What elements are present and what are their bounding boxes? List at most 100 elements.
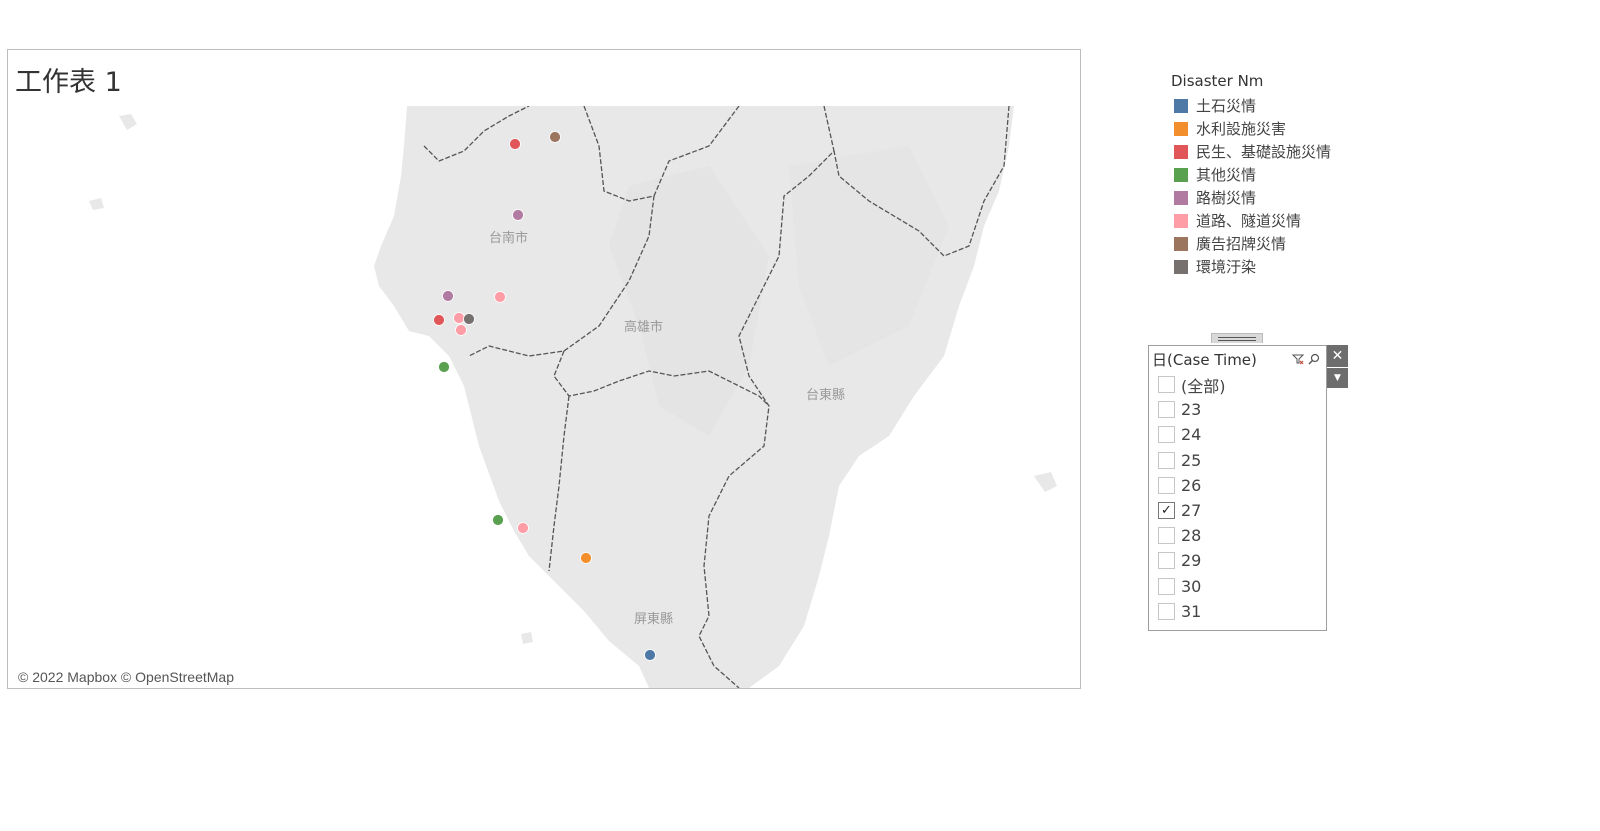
disaster-point[interactable]	[494, 291, 506, 303]
filter-option[interactable]: (全部)	[1149, 372, 1326, 397]
checkbox[interactable]	[1158, 577, 1175, 595]
map-canvas[interactable]: 台南市 高雄市 台東縣 屏東縣	[9, 106, 1080, 688]
legend-label: 其他災情	[1196, 166, 1257, 184]
filter-header-icons	[1292, 353, 1320, 365]
disaster-point[interactable]	[644, 649, 656, 661]
filter-option-label: 26	[1181, 475, 1202, 495]
legend-label: 道路、隧道災情	[1196, 212, 1302, 230]
filter-option[interactable]: 23	[1149, 397, 1326, 422]
legend-swatch	[1174, 121, 1188, 136]
filter-option[interactable]: 28	[1149, 523, 1326, 548]
case-time-filter: 日(Case Time) (全部) 23 24 25 26 ✓ 27 28 29 30 31	[1148, 345, 1327, 631]
island	[89, 198, 104, 210]
boundary-line	[423, 106, 530, 162]
legend-label: 廣告招牌災情	[1196, 235, 1287, 253]
disaster-point[interactable]	[453, 312, 465, 324]
legend-items: 土石災情水利設施災害民生、基礎設施災情 其他災情路樹災情道路、隧道災情 廣告招牌災情…	[1171, 94, 1401, 278]
disaster-point[interactable]	[492, 514, 504, 526]
checkbox[interactable]	[1158, 426, 1175, 444]
place-label-pingtung: 屏東縣	[634, 611, 673, 627]
legend-item[interactable]: 水利設施災害	[1171, 117, 1401, 140]
legend-label: 土石災情	[1196, 97, 1257, 115]
filter-option-label: 30	[1181, 576, 1202, 596]
filter-option[interactable]: 26	[1149, 473, 1326, 498]
disaster-point[interactable]	[517, 522, 529, 534]
legend-swatch	[1174, 167, 1188, 182]
disaster-point[interactable]	[442, 290, 454, 302]
legend-label: 路樹災情	[1196, 189, 1257, 207]
filter-option-label: 23	[1181, 400, 1202, 420]
drag-handle[interactable]	[1211, 333, 1263, 343]
legend-item[interactable]: 路樹災情	[1171, 186, 1401, 209]
island	[1034, 472, 1057, 492]
clear-filter-icon[interactable]	[1292, 353, 1304, 365]
legend-item[interactable]: 其他災情	[1171, 163, 1401, 186]
legend-title: Disaster Nm	[1171, 72, 1264, 90]
disaster-point[interactable]	[438, 361, 450, 373]
legend-swatch	[1174, 213, 1188, 228]
filter-option-label: (全部)	[1181, 376, 1226, 396]
sheet-title: 工作表 1	[15, 67, 122, 98]
legend-label: 民生、基礎設施災情	[1196, 143, 1332, 161]
legend-swatch	[1174, 236, 1188, 251]
island	[521, 632, 533, 644]
legend-item[interactable]: 土石災情	[1171, 94, 1401, 117]
checkbox[interactable]	[1158, 451, 1175, 469]
filter-option-label: 25	[1181, 450, 1202, 470]
disaster-point[interactable]	[512, 209, 524, 221]
disaster-point[interactable]	[509, 138, 521, 150]
dropdown-arrow-icon[interactable]: ▼	[1327, 368, 1348, 388]
disaster-point[interactable]	[455, 324, 467, 336]
boundary-line	[553, 350, 770, 407]
disaster-point[interactable]	[433, 314, 445, 326]
disaster-point[interactable]	[549, 131, 561, 143]
legend-swatch	[1174, 190, 1188, 205]
filter-option-label: 24	[1181, 425, 1202, 445]
checkbox[interactable]	[1158, 527, 1175, 545]
boundary-line	[833, 106, 1010, 257]
legend-item[interactable]: 廣告招牌災情	[1171, 232, 1401, 255]
filter-option-label: 31	[1181, 601, 1202, 621]
worksheet: 工作表 1 台南市	[7, 49, 1081, 689]
checkbox[interactable]: ✓	[1158, 502, 1175, 520]
legend: Disaster Nm 土石災情水利設施災害民生、基礎設施災情 其他災情路樹災情道…	[1171, 72, 1401, 278]
legend-swatch	[1174, 144, 1188, 159]
terrain-shade-2	[789, 146, 949, 366]
filter-option[interactable]: 30	[1149, 574, 1326, 599]
legend-swatch	[1174, 98, 1188, 113]
legend-swatch	[1174, 259, 1188, 274]
map-view[interactable]: 台南市 高雄市 台東縣 屏東縣 © 2022 Mapbox © OpenStre…	[9, 106, 1080, 688]
checkbox[interactable]	[1158, 401, 1175, 419]
checkbox[interactable]	[1158, 602, 1175, 620]
place-label-kaohsiung: 高雄市	[624, 319, 663, 335]
legend-item[interactable]: 民生、基礎設施災情	[1171, 140, 1401, 163]
legend-item[interactable]: 道路、隧道災情	[1171, 209, 1401, 232]
filter-title: 日(Case Time)	[1152, 350, 1257, 369]
disaster-point[interactable]	[580, 552, 592, 564]
checkbox[interactable]	[1158, 552, 1175, 570]
close-icon[interactable]: ✕	[1327, 345, 1348, 367]
map-attribution[interactable]: © 2022 Mapbox © OpenStreetMap	[15, 668, 237, 686]
county-boundaries	[423, 106, 1010, 688]
filter-option-label: 27	[1181, 501, 1202, 521]
legend-item[interactable]: 環境汙染	[1171, 255, 1401, 278]
place-label-tainan: 台南市	[489, 230, 528, 246]
legend-label: 環境汙染	[1196, 258, 1257, 276]
disaster-point[interactable]	[463, 313, 475, 325]
filter-option[interactable]: 29	[1149, 548, 1326, 573]
filter-option[interactable]: ✓ 27	[1149, 498, 1326, 523]
filter-option[interactable]: 25	[1149, 448, 1326, 473]
search-icon[interactable]	[1308, 353, 1320, 365]
filter-option-label: 29	[1181, 551, 1202, 571]
checkbox[interactable]	[1158, 476, 1175, 494]
filter-option[interactable]: 31	[1149, 599, 1326, 624]
filter-side-buttons: ✕ ▼	[1327, 345, 1348, 389]
filter-header: 日(Case Time)	[1149, 346, 1326, 372]
filter-option-label: 28	[1181, 526, 1202, 546]
filter-options: (全部) 23 24 25 26 ✓ 27 28 29 30 31	[1149, 372, 1326, 624]
disaster-points[interactable]	[433, 131, 656, 661]
place-label-taitung: 台東縣	[806, 387, 845, 403]
legend-label: 水利設施災害	[1196, 120, 1287, 138]
filter-option[interactable]: 24	[1149, 422, 1326, 447]
checkbox[interactable]	[1158, 376, 1175, 394]
